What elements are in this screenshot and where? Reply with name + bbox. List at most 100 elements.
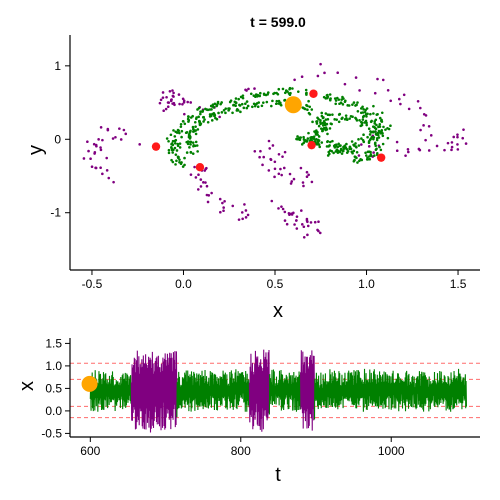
inner-point (175, 159, 178, 163)
outer-point (270, 199, 274, 203)
inner-point (173, 141, 177, 145)
inner-point (319, 127, 323, 130)
inner-point (173, 135, 177, 138)
inner-point (365, 107, 369, 110)
y-tick-label: 1 (54, 59, 61, 73)
inner-point (224, 111, 227, 115)
inner-point (179, 125, 183, 129)
inner-point (231, 111, 234, 115)
outer-point (381, 78, 385, 82)
highlight-point (284, 96, 302, 114)
outer-point (267, 169, 271, 172)
outer-point (138, 143, 141, 146)
inner-point (191, 141, 195, 144)
outer-point (427, 149, 431, 152)
inner-point (305, 91, 308, 95)
timeseries-highlight (81, 375, 98, 392)
inner-point (365, 123, 368, 127)
ts-highlight-point (81, 375, 98, 392)
inner-point (245, 106, 249, 110)
inner-point (334, 102, 338, 106)
outer-point (450, 145, 454, 149)
inner-point (335, 118, 338, 121)
inner-point (317, 124, 321, 128)
scatter-points (82, 62, 468, 239)
outer-point (119, 138, 123, 141)
inner-point (303, 139, 307, 142)
inner-point (316, 139, 320, 143)
outer-point (97, 138, 100, 141)
outer-point (422, 124, 425, 127)
red-marker (376, 153, 386, 162)
inner-point (281, 87, 285, 91)
inner-point (313, 130, 316, 133)
inner-point (355, 119, 359, 122)
timeseries-chart: 600 800 1000 -0.5 0.0 0.5 1.0 1.5 t x (16, 336, 480, 486)
inner-point (373, 120, 377, 123)
inner-point (171, 151, 174, 154)
inner-point (202, 120, 205, 123)
outer-point (267, 139, 271, 143)
inner-point (375, 123, 378, 127)
inner-point (196, 150, 199, 153)
inner-point (179, 122, 183, 126)
inner-point (264, 93, 268, 97)
outer-point (435, 144, 439, 148)
inner-point (188, 140, 192, 144)
outer-point (159, 98, 163, 102)
inner-point (176, 144, 180, 148)
inner-point (270, 104, 273, 108)
outer-point (262, 155, 266, 159)
inner-point (283, 91, 287, 95)
outer-point (218, 197, 222, 201)
inner-point (339, 147, 343, 151)
inner-point (304, 88, 308, 92)
inner-point (238, 104, 242, 107)
inner-point (265, 100, 269, 104)
outer-point (309, 221, 313, 224)
outer-point (395, 149, 399, 153)
inner-point (375, 136, 379, 140)
inner-point (173, 146, 177, 150)
inner-point (224, 107, 228, 110)
inner-point (358, 159, 361, 163)
outer-point (199, 185, 203, 188)
inner-point (288, 86, 292, 90)
inner-point (340, 98, 343, 101)
inner-point (251, 105, 254, 109)
inner-point (377, 125, 380, 129)
inner-point (189, 151, 193, 154)
outer-point (273, 167, 277, 171)
inner-point (333, 118, 336, 121)
ts-y-tick-label: 1.0 (45, 359, 62, 373)
inner-point (374, 130, 377, 133)
inner-point (245, 100, 249, 103)
timeseries-axes: 600 800 1000 -0.5 0.0 0.5 1.0 1.5 (41, 336, 480, 458)
inner-point (387, 127, 391, 131)
regular-series (89, 370, 132, 412)
inner-point (191, 152, 195, 155)
outer-point (99, 148, 103, 152)
inner-point (328, 152, 331, 156)
inner-point (187, 135, 191, 139)
inner-point (203, 118, 206, 121)
inner-point (201, 116, 205, 119)
y-axis-label: y (25, 145, 47, 155)
inner-point (377, 130, 381, 134)
outer-point (101, 172, 104, 176)
inner-point (277, 99, 281, 103)
inner-point (312, 135, 316, 138)
inner-point (177, 129, 180, 132)
outer-point (424, 138, 427, 142)
inner-point (178, 142, 182, 145)
inner-point (369, 154, 373, 158)
inner-point (196, 108, 199, 111)
inner-point (186, 117, 190, 121)
inner-point (326, 140, 329, 144)
regular-series (313, 368, 468, 420)
outer-point (95, 144, 98, 148)
outer-point (112, 180, 115, 184)
inner-point (194, 117, 198, 121)
inner-point (325, 145, 329, 148)
outer-point (280, 173, 283, 177)
